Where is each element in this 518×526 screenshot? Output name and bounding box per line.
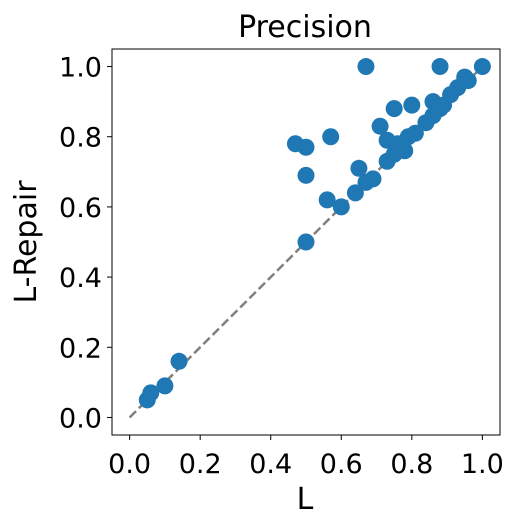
y-axis: 0.0 0.2 0.4 0.6 0.8 1.0 <box>59 53 112 434</box>
data-point <box>322 128 340 146</box>
y-tick-label: 0.4 <box>59 263 102 294</box>
x-axis: 0.0 0.2 0.4 0.6 0.8 1.0 <box>108 435 504 480</box>
data-point <box>396 142 414 160</box>
x-axis-label: L <box>297 482 314 517</box>
y-tick-label: 1.0 <box>59 53 102 84</box>
data-point <box>297 138 315 156</box>
y-tick-label: 0.6 <box>59 193 102 224</box>
data-point <box>350 159 368 177</box>
data-point <box>170 352 188 370</box>
y-tick-label: 0.0 <box>59 403 102 434</box>
data-point <box>142 384 160 402</box>
plot-area <box>128 58 491 419</box>
x-tick-label: 0.2 <box>179 449 222 480</box>
x-tick-label: 1.0 <box>461 449 504 480</box>
data-point <box>332 198 350 216</box>
data-point <box>297 166 315 184</box>
data-point <box>431 58 449 76</box>
data-point <box>357 58 375 76</box>
data-point <box>297 233 315 251</box>
data-point <box>403 96 421 114</box>
data-point <box>156 377 174 395</box>
y-axis-label: L-Repair <box>9 180 44 304</box>
data-point <box>459 72 477 90</box>
x-tick-label: 0.6 <box>320 449 363 480</box>
data-point <box>364 170 382 188</box>
data-point <box>318 191 336 209</box>
data-point <box>385 100 403 118</box>
y-tick-label: 0.8 <box>59 123 102 154</box>
data-point <box>346 184 364 202</box>
chart-title: Precision <box>238 10 372 45</box>
plot-frame <box>111 48 501 436</box>
x-tick-label: 0.8 <box>390 449 433 480</box>
x-tick-label: 0.4 <box>249 449 292 480</box>
data-point <box>406 124 424 142</box>
x-tick-label: 0.0 <box>108 449 151 480</box>
data-point <box>473 58 491 76</box>
y-tick-label: 0.2 <box>59 333 102 364</box>
data-point <box>371 117 389 135</box>
